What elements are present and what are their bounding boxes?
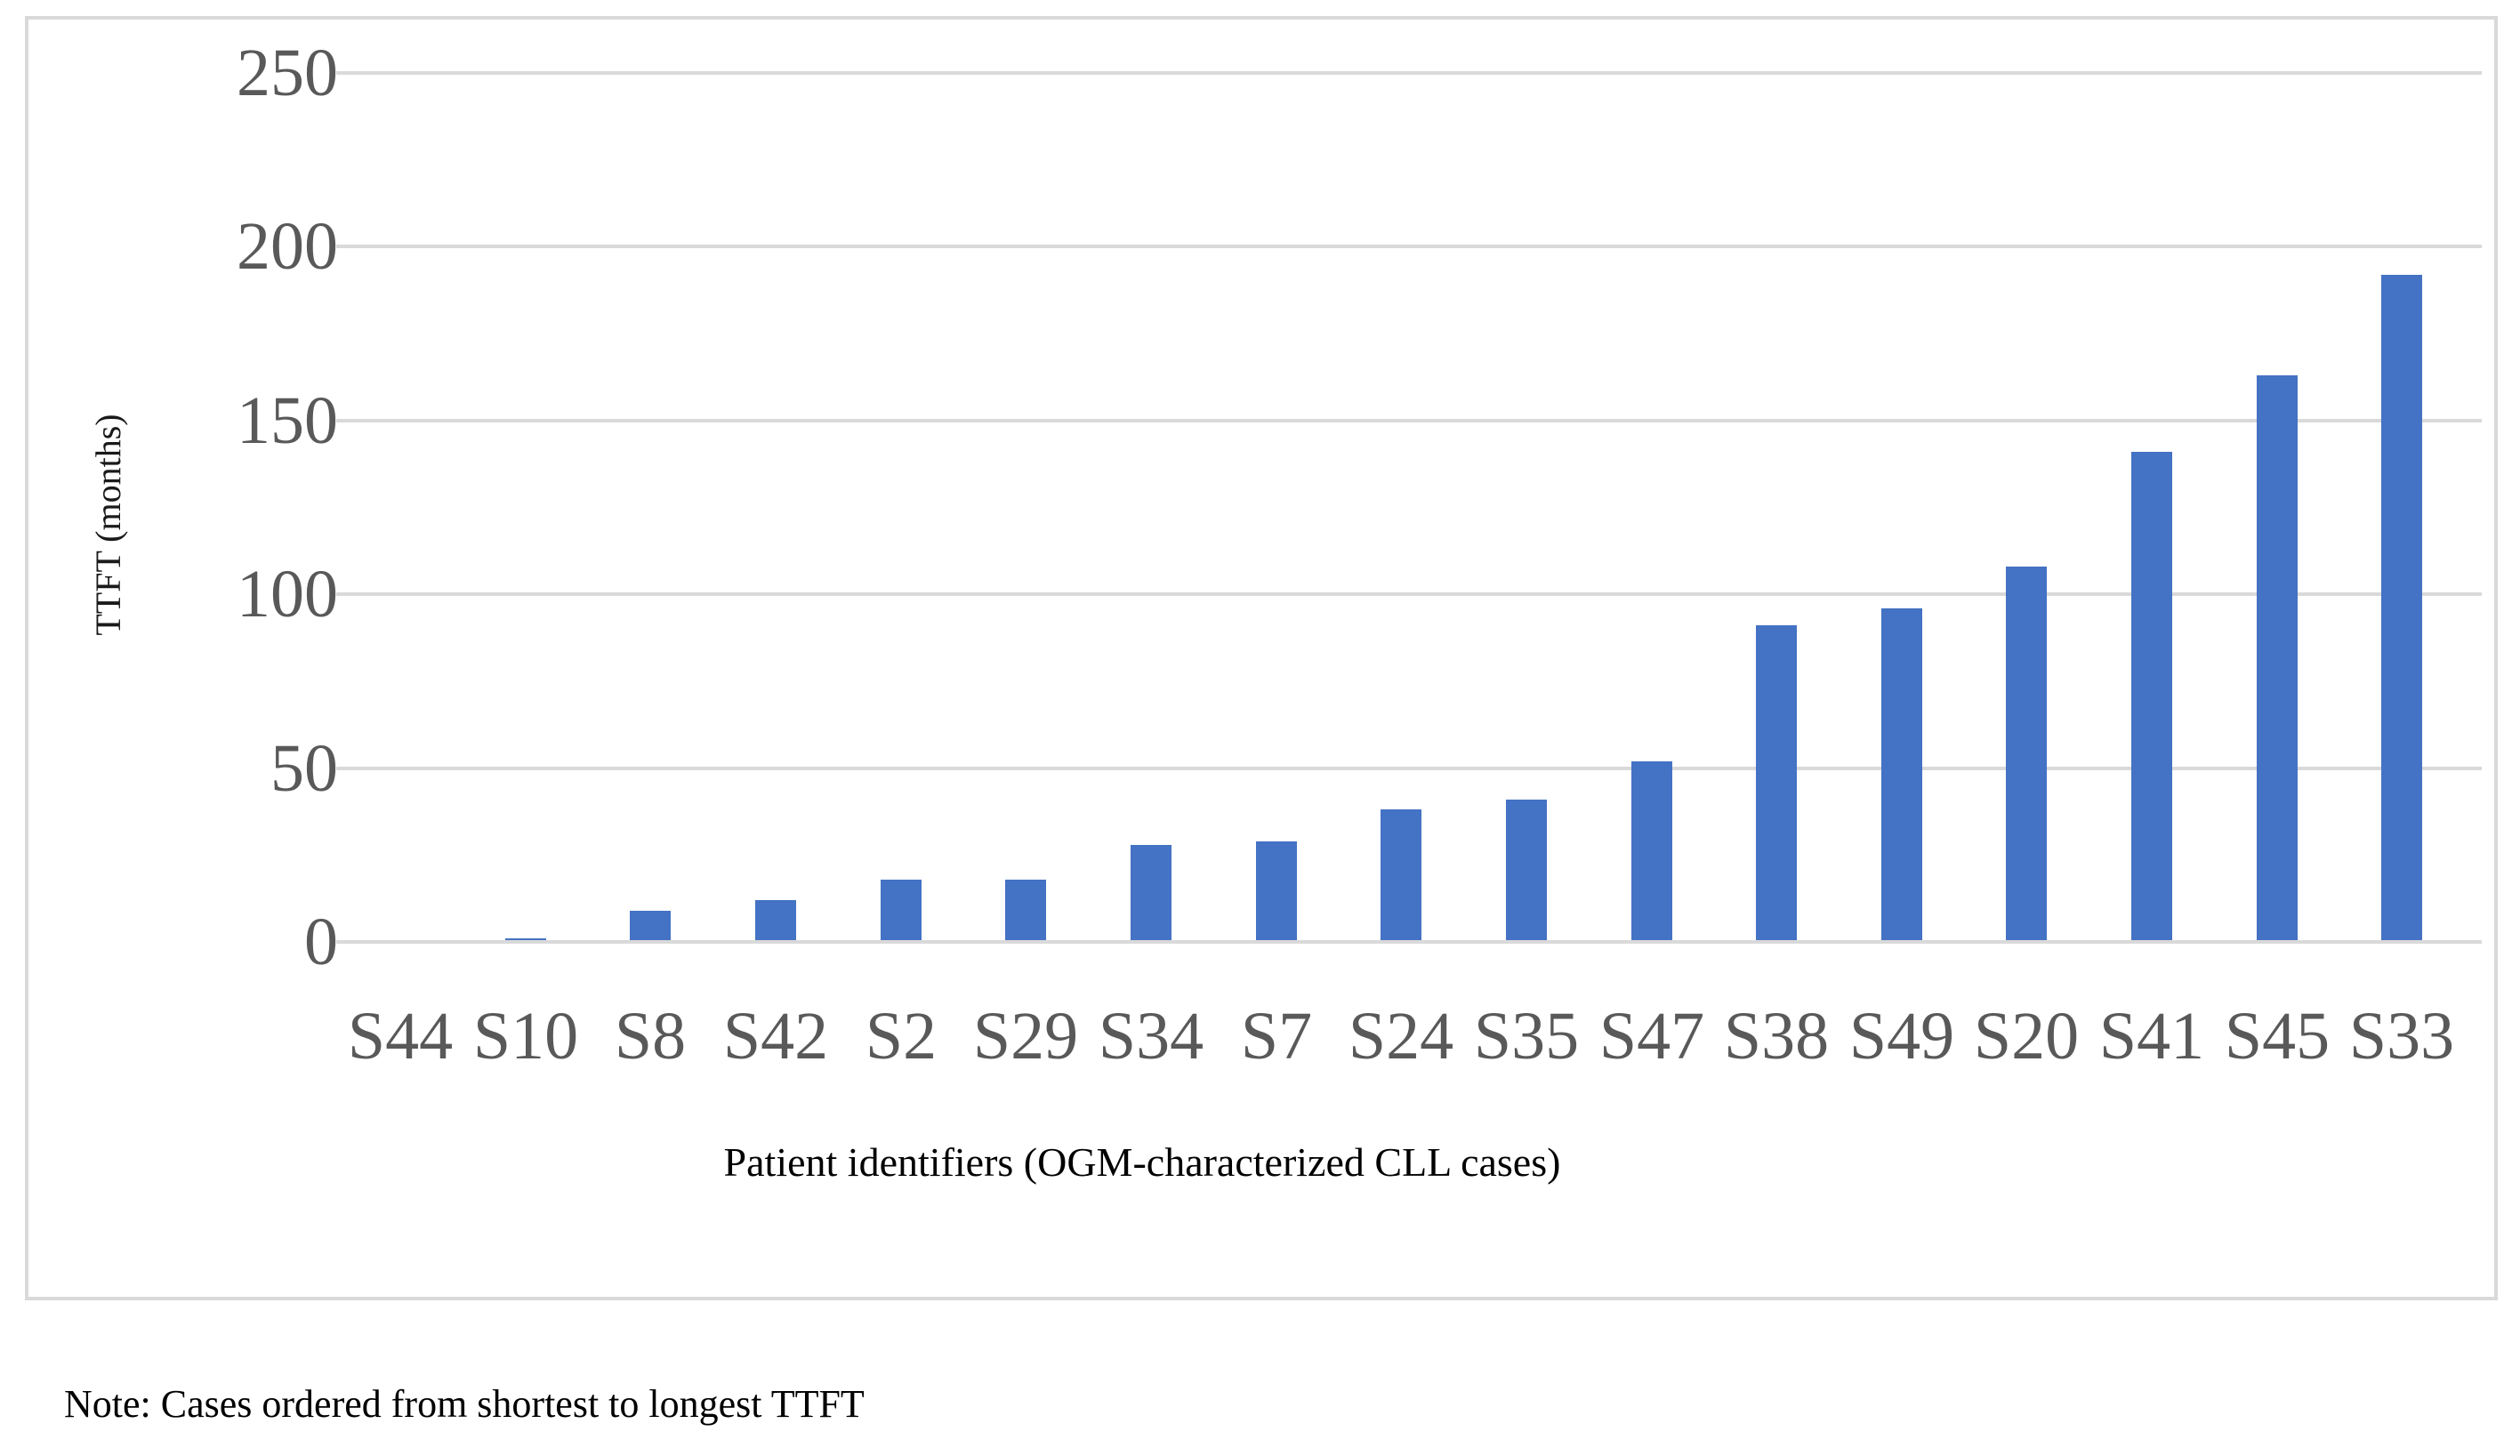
x-category-label-s10: S10 <box>472 999 579 1074</box>
bar-s7 <box>1256 841 1297 940</box>
y-tick-label-100: 100 <box>237 557 338 631</box>
bar-s49 <box>1881 608 1922 940</box>
x-category-label-s24: S24 <box>1348 999 1454 1074</box>
note-text: Note: Cases ordered from shortest to lon… <box>64 1382 865 1426</box>
gridline-50 <box>336 767 2482 770</box>
x-category-label-s35: S35 <box>1473 999 1580 1074</box>
y-tick-label-250: 250 <box>237 36 338 110</box>
bar-s33 <box>2381 275 2422 940</box>
gridline-100 <box>336 592 2482 596</box>
x-category-label-s47: S47 <box>1598 999 1705 1074</box>
x-category-label-s20: S20 <box>1973 999 2080 1074</box>
y-tick-label-50: 50 <box>270 731 338 806</box>
x-category-label-s49: S49 <box>1848 999 1955 1074</box>
bar-s45 <box>2257 375 2298 940</box>
y-axis-title: TTFT (months) <box>88 414 128 636</box>
x-category-label-s2: S2 <box>865 999 938 1074</box>
y-tick-label-200: 200 <box>237 209 338 284</box>
x-axis-title: Patient identifiers (OGM-characterized C… <box>723 1139 1561 1185</box>
bar-s20 <box>2006 567 2047 940</box>
x-category-label-s29: S29 <box>972 999 1079 1074</box>
bar-s24 <box>1381 809 1421 940</box>
chart-figure: 0 50 100 150 200 250 S44 S10 S8 S42 S2 S29 S34 S7 S24 S… <box>25 16 2498 1300</box>
x-category-label-s42: S42 <box>722 999 829 1074</box>
y-tick-label-150: 150 <box>237 383 338 458</box>
bar-s34 <box>1131 845 1171 940</box>
bar-s47 <box>1631 761 1672 940</box>
x-category-label-s33: S33 <box>2348 999 2455 1074</box>
y-tick-label-0: 0 <box>304 905 338 979</box>
bar-s10 <box>505 938 546 940</box>
x-category-label-s41: S41 <box>2098 999 2205 1074</box>
x-category-label-s8: S8 <box>614 999 687 1074</box>
gridline-0 <box>336 940 2482 944</box>
bar-s29 <box>1005 880 1046 940</box>
bar-s2 <box>881 880 922 940</box>
bar-s38 <box>1756 625 1797 940</box>
x-category-label-s7: S7 <box>1240 999 1313 1074</box>
x-category-label-s44: S44 <box>347 999 454 1074</box>
x-category-label-s45: S45 <box>2224 999 2331 1074</box>
gridline-150 <box>336 419 2482 422</box>
bar-s8 <box>630 911 671 940</box>
gridline-200 <box>336 245 2482 248</box>
x-category-label-s38: S38 <box>1723 999 1830 1074</box>
bar-s42 <box>755 900 796 940</box>
gridline-250 <box>336 71 2482 75</box>
x-category-label-s34: S34 <box>1098 999 1204 1074</box>
bar-s35 <box>1506 800 1547 940</box>
bar-s41 <box>2131 452 2172 940</box>
